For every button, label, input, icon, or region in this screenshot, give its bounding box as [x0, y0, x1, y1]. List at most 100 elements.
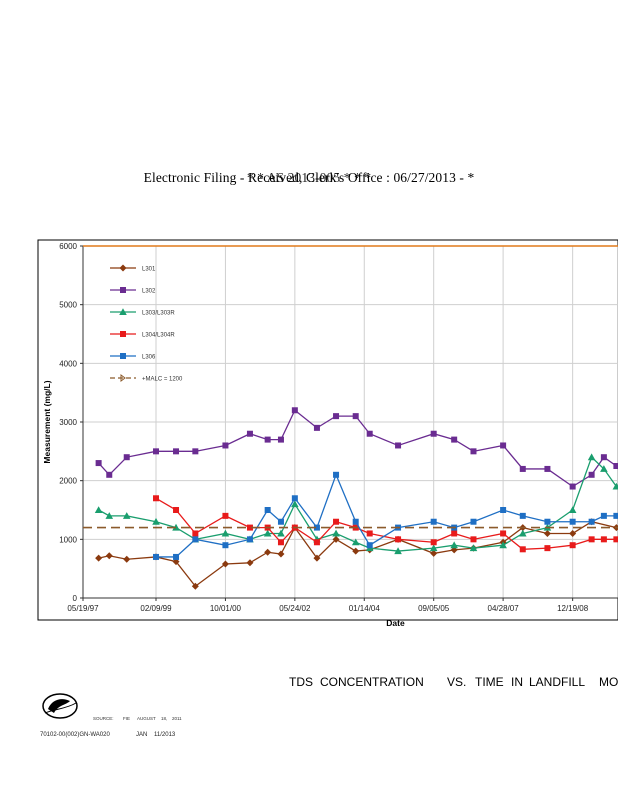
data-point — [333, 518, 340, 525]
data-point — [313, 424, 320, 431]
caption-word: CONCENTRATION — [320, 675, 424, 689]
data-point — [153, 448, 160, 455]
data-point — [569, 542, 576, 549]
data-point — [500, 530, 507, 537]
caption-word: LANDFILL — [529, 675, 586, 689]
data-point — [544, 518, 551, 525]
data-point — [222, 512, 229, 519]
company-logo-icon — [42, 693, 78, 719]
y-axis-title: Measurement (mg/L) — [42, 380, 52, 463]
data-point — [430, 430, 437, 437]
data-point — [94, 506, 103, 513]
x-tick-label: 12/19/08 — [557, 604, 589, 613]
data-point — [544, 545, 551, 552]
legend-label: L302 — [142, 289, 156, 295]
data-point — [519, 465, 526, 472]
source-label: SOURCE: — [93, 716, 114, 721]
data-point — [500, 507, 507, 513]
data-point — [277, 539, 284, 546]
data-point — [192, 530, 199, 537]
data-point — [264, 436, 271, 443]
data-point — [333, 413, 340, 420]
data-point — [519, 546, 526, 553]
data-point — [366, 430, 373, 437]
source-day: 18, — [161, 716, 168, 721]
filing-stamp-line: Electronic Filing - Received, Clerk's Of… — [143, 170, 475, 185]
data-point — [352, 413, 359, 420]
source-year: 2011 — [172, 716, 182, 721]
data-point — [105, 512, 114, 519]
data-point — [470, 536, 477, 543]
source-ref: FIE — [123, 716, 131, 721]
data-point — [291, 407, 298, 414]
data-point — [313, 539, 320, 546]
data-point — [173, 553, 180, 560]
data-point — [600, 536, 607, 543]
y-tick-label: 2000 — [59, 477, 77, 486]
data-point — [95, 460, 102, 467]
data-point — [470, 448, 477, 455]
data-point — [569, 483, 576, 490]
data-point — [333, 471, 340, 478]
data-point — [352, 518, 359, 525]
data-point — [122, 512, 131, 519]
chart-frame — [37, 239, 618, 621]
data-point — [600, 512, 607, 519]
footer-month: JAN — [136, 732, 148, 738]
data-point — [366, 542, 373, 549]
x-axis-title: Date — [386, 618, 405, 628]
data-point — [332, 529, 340, 537]
drawing-code: 70102-00(002)GN-WA020 — [40, 732, 110, 738]
caption-word: TIME — [475, 675, 504, 689]
data-point — [264, 507, 271, 513]
data-point — [587, 453, 596, 461]
series-line — [98, 456, 617, 552]
data-point — [152, 517, 160, 525]
case-number-overlay: * * AS 2013-005 * * * — [246, 170, 372, 185]
data-point — [277, 550, 285, 558]
data-point — [450, 541, 458, 549]
legend-label: L301 — [142, 267, 156, 273]
data-point — [221, 529, 230, 537]
data-point — [123, 454, 130, 461]
footer-date: 11/2013 — [154, 732, 176, 738]
data-point — [192, 448, 199, 455]
data-point — [450, 546, 458, 554]
data-point — [366, 530, 373, 537]
data-point — [600, 465, 608, 472]
y-tick-label: 4000 — [59, 359, 77, 368]
data-point — [430, 518, 437, 525]
data-point — [469, 544, 478, 552]
source-month: AUGUST — [137, 716, 156, 721]
data-point — [588, 471, 595, 478]
data-point — [172, 523, 180, 531]
data-point — [518, 529, 527, 537]
data-point — [569, 529, 577, 537]
x-tick-label: 01/14/04 — [349, 604, 381, 613]
data-point — [222, 442, 229, 449]
data-point — [470, 518, 477, 525]
data-point — [246, 536, 253, 543]
legend-marker — [120, 287, 126, 293]
legend-marker — [120, 331, 126, 337]
data-point — [277, 518, 284, 525]
legend-label: L303/L303R — [142, 311, 175, 317]
x-tick-label: 02/09/99 — [140, 604, 172, 613]
data-point — [277, 529, 285, 537]
caption-word: MO — [599, 675, 618, 689]
data-point — [451, 436, 458, 443]
data-point — [519, 512, 526, 519]
electronic-filing-header: Electronic Filing - Received, Clerk's Of… — [0, 170, 618, 186]
data-point — [313, 524, 320, 531]
data-point — [313, 554, 321, 562]
data-point — [429, 544, 438, 552]
legend-label: L304/L304R — [142, 333, 175, 339]
data-point — [430, 549, 438, 557]
legend-marker — [119, 264, 127, 272]
legend-label: +MALC = 1200 — [142, 377, 183, 383]
legend-marker — [120, 374, 126, 382]
legend-marker — [120, 353, 126, 359]
data-point — [221, 560, 229, 568]
x-tick-label: 05/24/02 — [279, 604, 311, 613]
x-tick-label: 04/28/07 — [488, 604, 520, 613]
